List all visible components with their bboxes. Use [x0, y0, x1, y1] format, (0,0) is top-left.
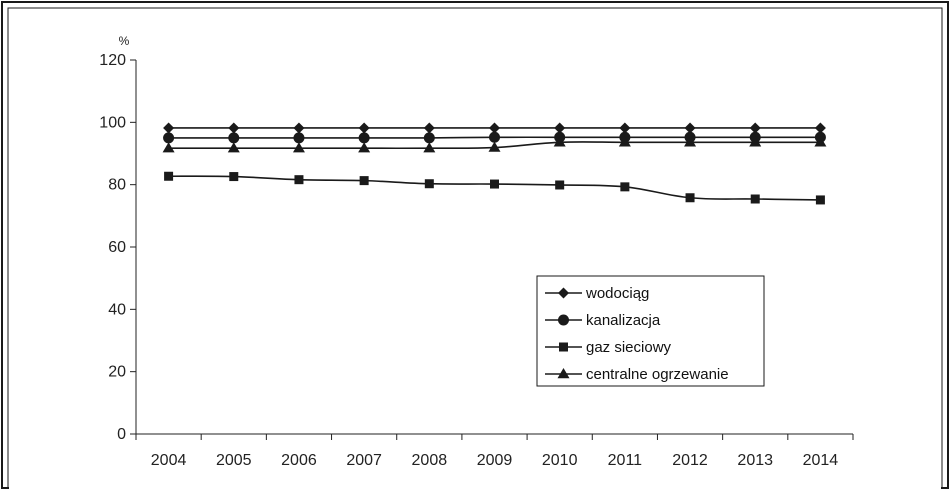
x-tick-label: 2010	[542, 452, 578, 469]
y-tick-label: 60	[108, 239, 126, 256]
data-point-triangle	[423, 142, 436, 153]
series-square	[164, 171, 825, 205]
axes: 0 20 40 60 80 100 120 2004 2005 2006 2007 2008 2009 2…	[99, 52, 854, 469]
series-layer	[162, 122, 827, 205]
data-point-triangle	[684, 136, 697, 147]
y-tick-label: 120	[99, 52, 126, 69]
data-point-square	[294, 175, 304, 185]
y-tick-label: 20	[108, 364, 126, 381]
y-tick-label: 80	[108, 177, 126, 194]
data-point-triangle	[488, 141, 501, 152]
y-unit-label: %	[119, 34, 130, 48]
legend-marker-circle	[558, 314, 569, 326]
data-point-triangle	[162, 142, 175, 153]
x-tick-label: 2013	[737, 452, 773, 469]
data-point-square	[555, 180, 565, 190]
data-point-square	[359, 176, 369, 186]
data-point-triangle	[358, 142, 371, 153]
series-circle	[163, 131, 826, 144]
legend-marker-square	[559, 342, 568, 352]
data-point-diamond	[293, 122, 305, 134]
data-point-circle	[489, 131, 500, 143]
legend-marker-triangle	[557, 368, 570, 379]
data-point-square	[424, 179, 434, 189]
data-point-square	[490, 179, 499, 189]
x-tick-label: 2004	[151, 452, 187, 469]
data-point-square	[815, 195, 825, 205]
data-point-square	[229, 172, 239, 182]
x-tick-label: 2006	[281, 452, 317, 469]
data-point-triangle	[553, 136, 566, 147]
data-point-circle	[163, 132, 175, 144]
x-tick-label: 2007	[346, 452, 382, 469]
data-point-square	[685, 193, 695, 203]
data-point-diamond	[228, 122, 240, 134]
series-diamond	[163, 122, 826, 134]
data-point-diamond	[684, 122, 696, 134]
data-point-triangle	[749, 136, 762, 147]
legend-marker-diamond	[558, 287, 569, 299]
data-point-diamond	[489, 122, 500, 134]
y-tick-label: 100	[99, 114, 126, 131]
legend-label: kanalizacja	[586, 312, 661, 329]
data-point-triangle	[227, 142, 240, 153]
data-point-diamond	[749, 122, 761, 134]
legend-label: gaz sieciowy	[586, 339, 672, 356]
data-point-diamond	[814, 122, 826, 134]
x-tick-label: 2005	[216, 452, 252, 469]
x-tick-label: 2009	[477, 452, 513, 469]
x-tick-label: 2011	[608, 452, 643, 469]
x-tick-label: 2008	[412, 452, 448, 469]
data-point-triangle	[618, 136, 631, 147]
x-tick-label: 2012	[672, 452, 708, 469]
data-point-square	[620, 182, 630, 192]
legend-label: centralne ogrzewanie	[586, 366, 729, 383]
data-point-diamond	[619, 122, 631, 134]
data-point-square	[164, 171, 174, 181]
y-tick-label: 0	[117, 426, 126, 443]
data-point-circle	[358, 132, 370, 144]
data-point-triangle	[292, 142, 305, 153]
data-point-square	[750, 194, 760, 204]
data-point-diamond	[358, 122, 370, 134]
data-point-circle	[423, 132, 435, 144]
legend: wodociąg kanalizacja gaz sieciowy centralne…	[536, 275, 765, 387]
data-point-diamond	[163, 122, 175, 134]
data-point-circle	[228, 132, 240, 144]
series-triangle	[162, 136, 827, 153]
data-point-triangle	[814, 136, 827, 147]
y-tick-label: 40	[108, 301, 126, 318]
data-point-circle	[293, 132, 305, 144]
data-point-diamond	[423, 122, 435, 134]
x-tick-label: 2014	[803, 452, 839, 469]
legend-label: wodociąg	[585, 285, 649, 302]
data-point-diamond	[554, 122, 566, 134]
legend-box	[536, 275, 765, 387]
